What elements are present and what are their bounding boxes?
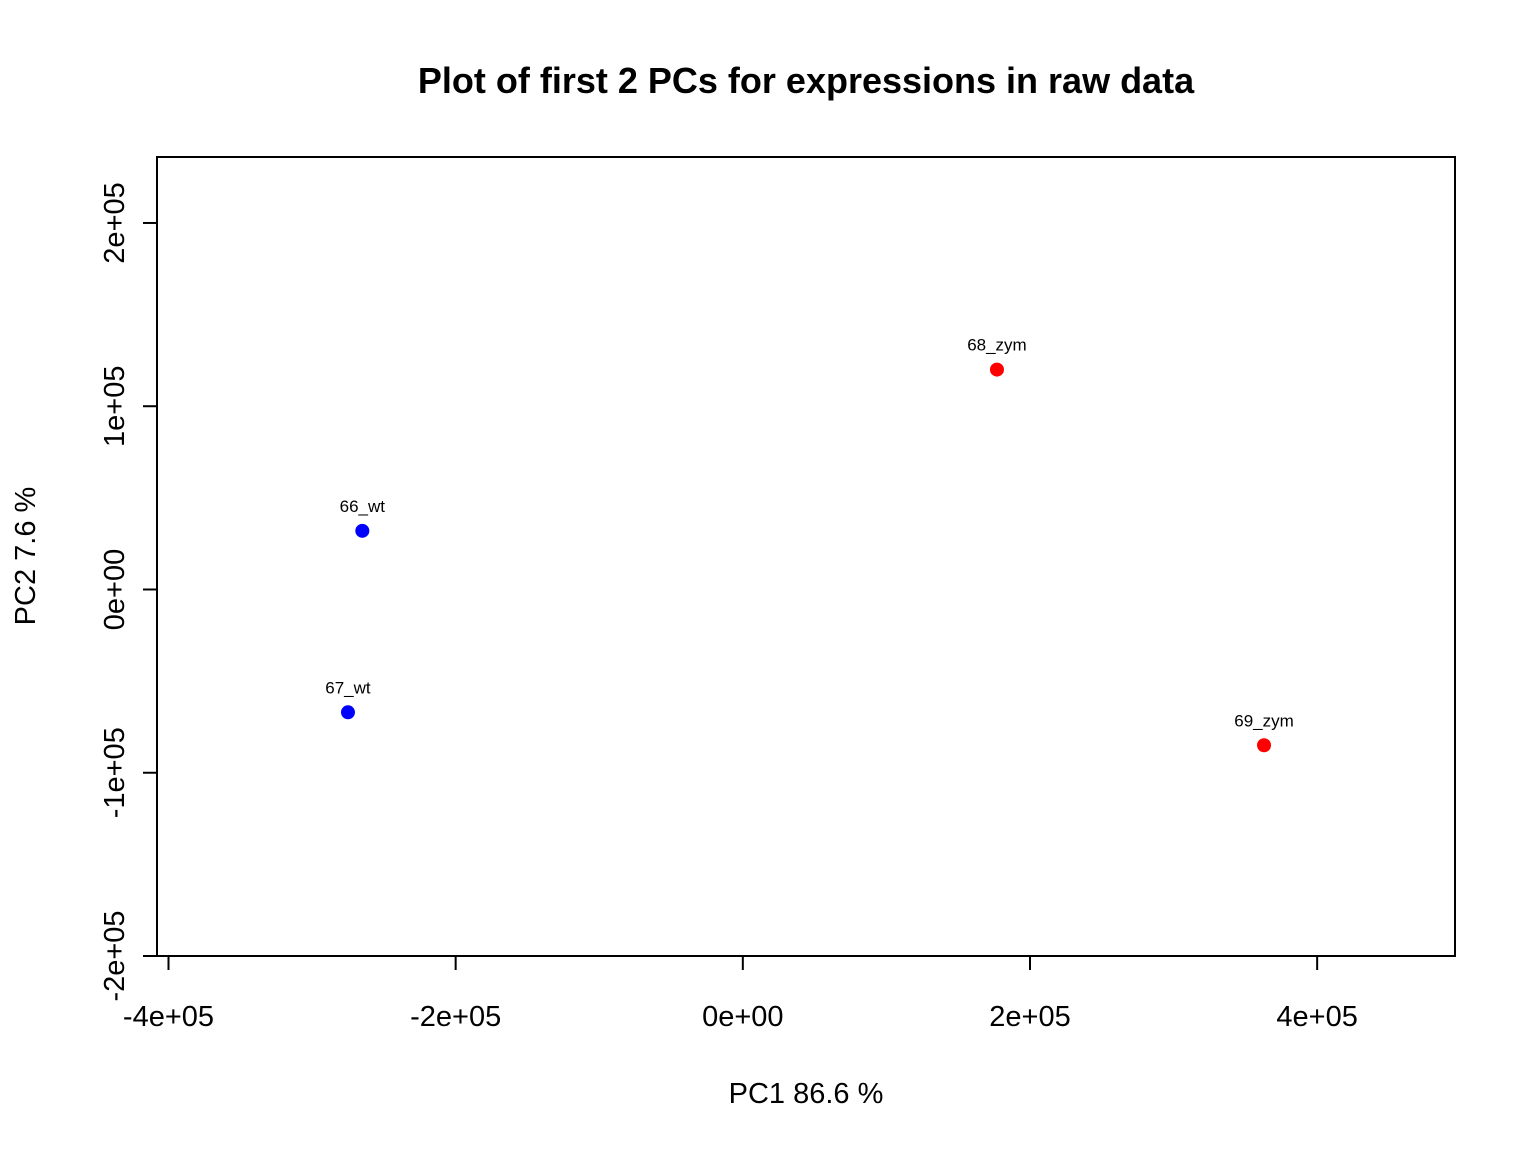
x-tick-label: -4e+05: [123, 1001, 214, 1033]
x-axis: -4e+05 -2e+05 0e+00 2e+05 4e+05: [123, 955, 1358, 1033]
y-tick-label: -1e+05: [99, 727, 131, 818]
data-point-68-zym: [989, 362, 1004, 377]
point-label: 68_zym: [967, 336, 1027, 355]
x-axis-label: PC1 86.6 %: [729, 1078, 884, 1110]
y-axis-label: PC2 7.6 %: [10, 487, 42, 626]
data-point-69-zym: [1257, 738, 1272, 753]
y-axis: -2e+05 -1e+05 0e+00 1e+05 2e+05: [99, 182, 158, 1002]
point-label: 66_wt: [340, 497, 386, 516]
x-tick-label: -2e+05: [410, 1001, 501, 1033]
point-label: 69_zym: [1234, 711, 1294, 730]
x-tick-label: 0e+00: [702, 1001, 783, 1033]
plot-frame: [156, 156, 1456, 957]
data-point-66-wt: [355, 523, 370, 538]
y-tick-label: 2e+05: [99, 182, 131, 263]
data-points: 66_wt 67_wt 68_zym 69_zym: [325, 336, 1294, 753]
y-tick-label: -2e+05: [99, 910, 131, 1001]
point-label: 67_wt: [325, 678, 371, 697]
y-tick-label: 0e+00: [99, 549, 131, 630]
x-tick-label: 2e+05: [989, 1001, 1070, 1033]
x-tick-label: 4e+05: [1276, 1001, 1357, 1033]
y-tick-label: 1e+05: [99, 366, 131, 447]
data-point-67-wt: [340, 705, 355, 720]
chart-title: Plot of first 2 PCs for expressions in r…: [418, 60, 1195, 101]
